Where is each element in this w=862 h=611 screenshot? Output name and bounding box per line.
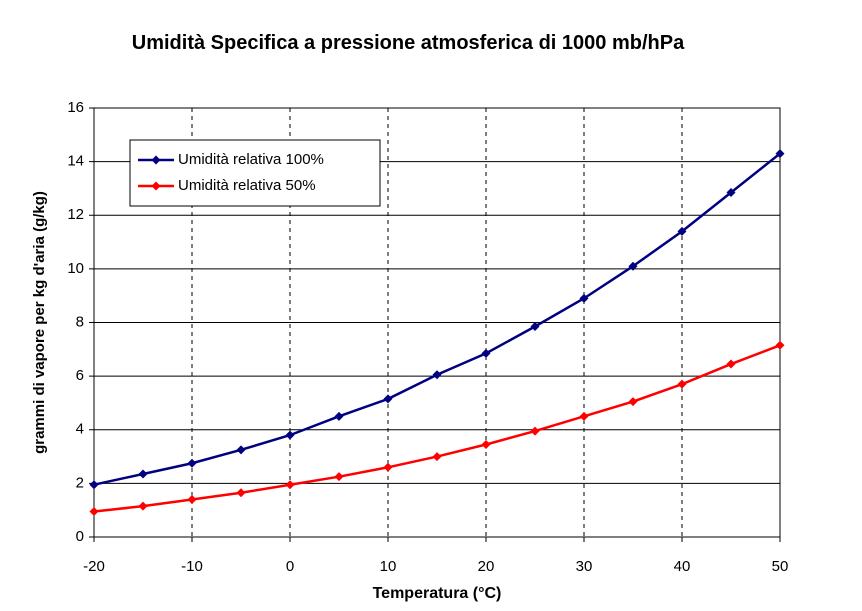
x-tick-label: 40 xyxy=(674,558,691,575)
point-marker xyxy=(432,452,442,462)
x-tick-label: 50 xyxy=(772,558,789,575)
point-marker xyxy=(383,394,393,404)
point-marker xyxy=(726,359,736,369)
y-tick-label: 4 xyxy=(76,421,84,438)
legend: Umidità relativa 100% Umidità relativa 50… xyxy=(129,139,381,207)
point-marker xyxy=(530,426,540,436)
point-marker xyxy=(579,411,589,421)
y-tick-label: 8 xyxy=(76,313,84,330)
legend-marker xyxy=(151,155,161,165)
point-marker xyxy=(481,439,491,449)
plot-border xyxy=(93,107,781,538)
y-tick-label: 14 xyxy=(67,153,84,170)
legend-label: Umidità relativa 100% xyxy=(178,151,324,168)
point-marker xyxy=(187,458,197,468)
point-marker xyxy=(628,397,638,407)
y-tick-label: 16 xyxy=(67,99,84,116)
y-tick-label: 6 xyxy=(76,367,84,384)
x-tick-label: 0 xyxy=(286,558,294,575)
x-tick-label: -10 xyxy=(181,558,203,575)
point-marker xyxy=(236,445,246,455)
point-marker xyxy=(775,149,785,159)
x-axis-label: Temperatura (°C) xyxy=(373,585,502,602)
point-marker xyxy=(530,322,540,332)
x-tick-label: 30 xyxy=(576,558,593,575)
point-marker xyxy=(138,469,148,479)
x-tick-label: -20 xyxy=(83,558,105,575)
point-marker xyxy=(677,379,687,389)
point-marker xyxy=(677,226,687,236)
point-marker xyxy=(285,430,295,440)
series-line xyxy=(93,344,781,513)
point-marker xyxy=(89,507,99,517)
y-tick-label: 2 xyxy=(76,474,84,491)
point-marker xyxy=(334,472,344,482)
point-marker xyxy=(236,488,246,498)
point-marker xyxy=(89,480,99,490)
x-tick-label: 10 xyxy=(380,558,397,575)
point-marker xyxy=(726,187,736,197)
point-marker xyxy=(775,340,785,350)
x-tick-label: 20 xyxy=(478,558,495,575)
point-marker xyxy=(285,480,295,490)
point-marker xyxy=(383,462,393,472)
legend-box xyxy=(129,139,381,207)
point-marker xyxy=(334,411,344,421)
legend-label: Umidità relativa 50% xyxy=(178,177,316,194)
y-tick-label: 10 xyxy=(67,260,84,277)
point-marker xyxy=(579,293,589,303)
legend-marker xyxy=(151,181,161,191)
point-marker xyxy=(628,261,638,271)
y-tick-label: 0 xyxy=(76,528,84,545)
point-marker xyxy=(187,494,197,504)
y-tick-label: 12 xyxy=(67,206,84,223)
y-axis-label: grammi di vapore per kg d'aria (g/kg) xyxy=(31,191,48,454)
point-marker xyxy=(138,501,148,511)
point-marker xyxy=(481,348,491,358)
point-marker xyxy=(432,370,442,380)
chart-title: Umidità Specifica a pressione atmosferic… xyxy=(131,32,685,54)
